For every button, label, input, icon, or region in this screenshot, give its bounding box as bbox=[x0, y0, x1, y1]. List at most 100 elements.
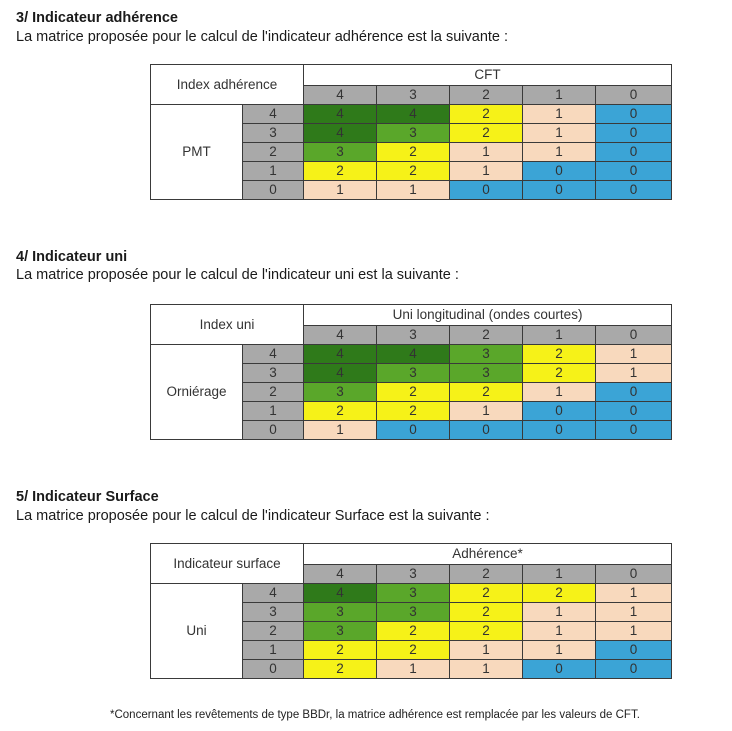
column-axis-title: Uni longitudinal (ondes courtes) bbox=[303, 304, 673, 326]
matrix-cell: 3 bbox=[303, 382, 378, 402]
matrix-cell: 3 bbox=[376, 583, 450, 603]
matrix-cell: 4 bbox=[303, 104, 378, 124]
matrix-cell: 0 bbox=[595, 382, 673, 402]
matrix-cell: 0 bbox=[595, 142, 673, 162]
column-axis-title: Adhérence* bbox=[303, 543, 672, 565]
matrix-cell: 4 bbox=[303, 344, 378, 364]
matrix-cell: 0 bbox=[449, 180, 524, 200]
row-header: 1 bbox=[241, 401, 305, 421]
matrix-cell: 1 bbox=[449, 161, 524, 181]
matrix-cell: 1 bbox=[595, 583, 672, 603]
column-header: 2 bbox=[449, 564, 523, 584]
matrix-cell: 1 bbox=[303, 420, 378, 440]
matrix-cell: 2 bbox=[376, 142, 451, 162]
column-header: 4 bbox=[303, 85, 378, 105]
matrix-cell: 1 bbox=[522, 621, 596, 641]
header-row: Indicateur surface Adhérence* bbox=[150, 543, 672, 584]
matrix-cell: 1 bbox=[522, 142, 597, 162]
matrix-cell: 1 bbox=[376, 659, 450, 679]
matrix-cell: 1 bbox=[449, 659, 523, 679]
matrix-cell: 0 bbox=[522, 180, 597, 200]
matrix-cell: 2 bbox=[303, 640, 377, 660]
matrix-cell: 3 bbox=[303, 621, 377, 641]
matrix-cell: 3 bbox=[303, 602, 377, 622]
matrix-cell: 2 bbox=[376, 640, 450, 660]
matrix-cell: 2 bbox=[522, 583, 596, 603]
matrix-cell: 2 bbox=[376, 401, 451, 421]
row-header: 0 bbox=[242, 659, 304, 679]
matrix-cell: 1 bbox=[595, 621, 672, 641]
matrix-cell: 0 bbox=[522, 161, 597, 181]
matrix-cell: 2 bbox=[449, 104, 524, 124]
matrix-cell: 2 bbox=[303, 659, 377, 679]
matrix-cell: 1 bbox=[449, 401, 524, 421]
matrix-cell: 2 bbox=[449, 123, 524, 143]
header-row: Index adhérence CFT bbox=[149, 64, 673, 105]
matrix-cell: 1 bbox=[595, 602, 672, 622]
matrix-cell: 2 bbox=[449, 602, 523, 622]
row-header: 2 bbox=[241, 382, 305, 402]
matrix-cell: 0 bbox=[595, 123, 673, 143]
matrix-cell: 0 bbox=[595, 420, 673, 440]
matrix-cell: 2 bbox=[303, 401, 378, 421]
matrix-cell: 2 bbox=[522, 363, 597, 383]
matrix-corner-label: Indicateur surface bbox=[150, 543, 304, 584]
column-header: 1 bbox=[522, 325, 597, 345]
matrix-cell: 0 bbox=[595, 180, 673, 200]
matrix-cell: 0 bbox=[522, 420, 597, 440]
matrix-cell: 4 bbox=[376, 344, 451, 364]
column-header: 0 bbox=[595, 325, 673, 345]
row-header: 3 bbox=[241, 363, 305, 383]
matrix-cell: 0 bbox=[449, 420, 524, 440]
matrix-cell: 0 bbox=[595, 659, 672, 679]
matrix-cell: 4 bbox=[376, 104, 451, 124]
matrix-cell: 0 bbox=[595, 401, 673, 421]
matrix-cell: 2 bbox=[522, 344, 597, 364]
matrix-cell: 4 bbox=[303, 583, 377, 603]
matrix-cell: 2 bbox=[303, 161, 378, 181]
matrix-cell: 3 bbox=[376, 123, 451, 143]
matrix-cell: 3 bbox=[449, 363, 524, 383]
column-header: 3 bbox=[376, 325, 451, 345]
column-header: 0 bbox=[595, 85, 673, 105]
matrix-cell: 2 bbox=[376, 621, 450, 641]
matrix-cell: 2 bbox=[376, 382, 451, 402]
matrix-cell: 1 bbox=[376, 180, 451, 200]
matrix-cell: 4 bbox=[303, 363, 378, 383]
column-header: 0 bbox=[595, 564, 672, 584]
matrix-cell: 1 bbox=[595, 344, 673, 364]
matrix-surface: Indicateur surface Adhérence* 4 3 2 1 0 Uni 4 4 3 2… bbox=[150, 543, 672, 679]
column-header: 4 bbox=[303, 325, 378, 345]
matrix-corner-label: Index uni bbox=[149, 304, 305, 345]
matrix-cell: 1 bbox=[595, 363, 673, 383]
row-header: 3 bbox=[241, 123, 305, 143]
row-header: 4 bbox=[241, 344, 305, 364]
matrix-cell: 1 bbox=[522, 602, 596, 622]
section-title: 5/ Indicateur Surface bbox=[16, 489, 159, 505]
column-header: 4 bbox=[303, 564, 377, 584]
matrix-cell: 1 bbox=[522, 640, 596, 660]
matrix-cell: 2 bbox=[376, 161, 451, 181]
column-header: 2 bbox=[449, 325, 524, 345]
matrix-cell: 3 bbox=[376, 363, 451, 383]
row-axis-title: PMT bbox=[150, 104, 243, 200]
section-title: 4/ Indicateur uni bbox=[16, 249, 128, 265]
column-axis-title: CFT bbox=[303, 64, 673, 86]
section-description: La matrice proposée pour le calcul de l'… bbox=[16, 508, 490, 524]
matrix-cell: 0 bbox=[595, 104, 673, 124]
matrix-cell: 0 bbox=[522, 659, 596, 679]
matrix-adherence: Index adhérence CFT 4 3 2 1 0 PMT 4 4 4 2 1 0 3 4 3 2 1 0 2 3… bbox=[149, 64, 673, 200]
row-header: 1 bbox=[242, 640, 304, 660]
row-header: 0 bbox=[241, 180, 305, 200]
matrix-cell: 1 bbox=[449, 142, 524, 162]
